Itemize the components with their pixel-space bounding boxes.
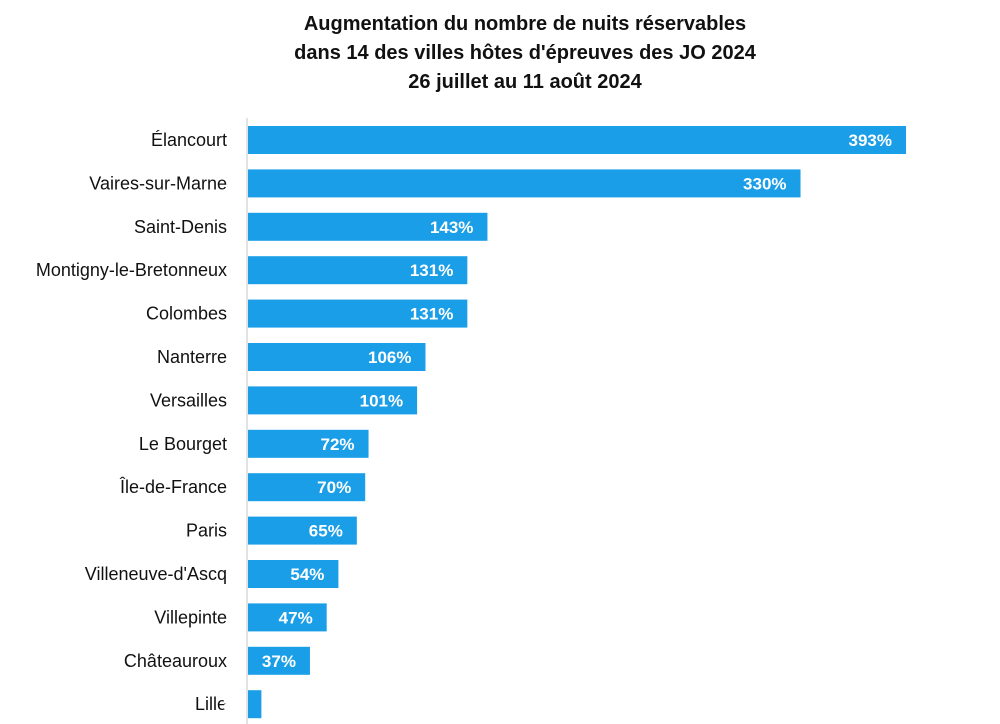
bar (248, 516, 357, 545)
value-label: 72% (321, 435, 355, 454)
bar-group: Saint-Denis 143% (134, 212, 488, 241)
bar-group: Le Bourget 72% (139, 429, 369, 458)
category-label: Colombes (146, 304, 227, 324)
category-label: Île-de-France (119, 477, 227, 497)
chart-title: Augmentation du nombre de nuits réservab… (0, 10, 1000, 97)
bar (248, 212, 488, 241)
category-label: Villepinte (154, 607, 227, 627)
category-label: Châteauroux (124, 651, 227, 671)
bar-group: Nanterre 106% (157, 343, 426, 371)
bar-group: Châteauroux 37% (124, 646, 310, 675)
chart-title-line-3: 26 juillet au 11 août 2024 (408, 71, 642, 93)
bar-group: Vaires-sur-Marne 330% (89, 169, 801, 198)
bar (248, 603, 327, 632)
value-label: 37% (262, 652, 296, 671)
bar (248, 646, 310, 675)
category-label: Lille (195, 694, 227, 714)
chart-title-line-2: dans 14 des villes hôtes d'épreuves des … (294, 42, 756, 64)
bar (248, 386, 418, 415)
value-label: 143% (430, 218, 473, 237)
category-label: Paris (186, 521, 227, 541)
bar (248, 126, 906, 154)
bar (248, 473, 366, 502)
bar (248, 690, 262, 719)
bar-group: Élancourt 393% (151, 126, 906, 154)
bar-group: Île-de-France 70% (119, 473, 366, 502)
bar-group: Colombes 131% (146, 299, 468, 328)
category-label: Le Bourget (139, 434, 227, 454)
category-label: Villeneuve-d'Ascq (85, 564, 227, 584)
bar (248, 560, 339, 588)
value-label: 54% (290, 565, 324, 584)
category-label: Nanterre (157, 347, 227, 367)
category-label: Vaires-sur-Marne (89, 173, 227, 193)
category-label: Saint-Denis (134, 217, 227, 237)
value-label: 131% (410, 261, 453, 280)
bar (248, 299, 468, 328)
bars-layer: Élancourt 393% Vaires-sur-Marne 330% Saint-D… (36, 126, 906, 719)
value-label: 393% (849, 131, 892, 150)
bar (248, 256, 468, 285)
bar (248, 429, 369, 458)
value-label: 70% (317, 478, 351, 497)
chart-title-line-1: Augmentation du nombre de nuits réservab… (303, 13, 747, 35)
bar-group: Villepinte 47% (154, 603, 327, 632)
category-label: Montigny-le-Bretonneux (36, 260, 227, 280)
value-label: 106% (368, 348, 411, 367)
bar-group: Villeneuve-d'Ascq 54% (85, 560, 339, 588)
bar (248, 343, 426, 371)
value-label: 101% (360, 391, 403, 410)
value-label: 65% (309, 522, 343, 541)
bar-group: Paris 65% (186, 516, 357, 545)
bar-group: Versailles 101% (150, 386, 418, 415)
category-label: Élancourt (151, 130, 227, 150)
bar-group: Montigny-le-Bretonneux 131% (36, 256, 468, 285)
value-label: 131% (410, 305, 453, 324)
value-label: 47% (279, 608, 313, 627)
value-label: 330% (743, 174, 786, 193)
bar (248, 169, 801, 198)
category-label: Versailles (150, 390, 227, 410)
value-label: 8% (223, 695, 248, 714)
